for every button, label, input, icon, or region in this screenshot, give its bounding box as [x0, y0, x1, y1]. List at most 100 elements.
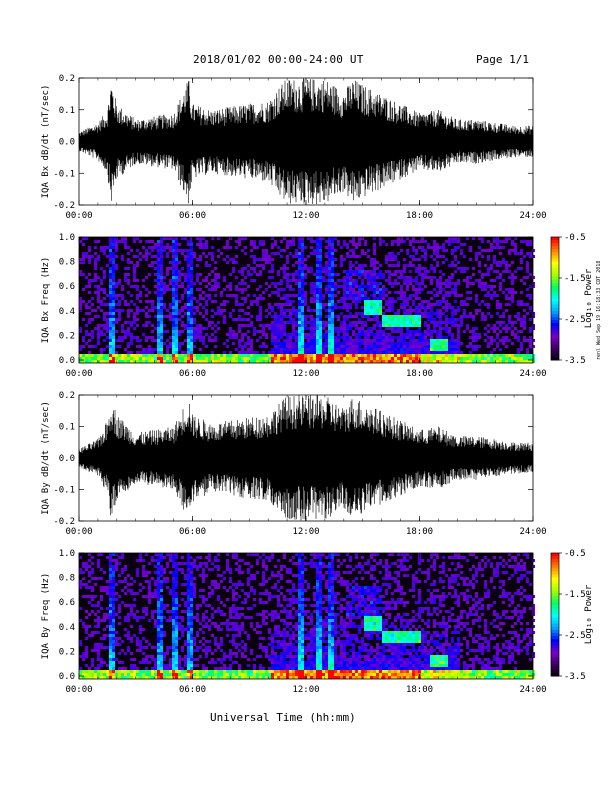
chart-panel-3: 0.2 0.1 0.0 -0.1 -0.200:00 06:00 12:00 18:00 24:…	[41, 391, 547, 537]
colorbar-segment	[551, 672, 559, 677]
colorbar-segment	[551, 295, 559, 299]
colorbar-segment	[551, 639, 559, 643]
colorbar-segment	[551, 335, 559, 339]
colorbar-frame	[550, 552, 560, 677]
chart-panel-4: -0.5 -1.5 -2.5 -3.5 Log₁₀ Power 1.0 0.8 0.6 0.4 0…	[41, 549, 594, 695]
colorbar-segment	[551, 283, 559, 287]
colorbar-segment	[551, 264, 559, 269]
y-tick-label: -0.1	[53, 169, 75, 179]
chart-panel-2: -0.5 -1.5 -2.5 -3.5 Log₁₀ Power 1.0 0.8 0.6 0.4 0…	[41, 233, 594, 379]
colorbar-segment	[551, 568, 559, 572]
colorbar-segment	[551, 636, 559, 640]
y-tick-label: 0.2	[59, 647, 75, 657]
colorbar-frame	[550, 236, 560, 361]
plot-title: 2018/01/02 00:00-24:00 UT	[193, 53, 364, 66]
colorbar-segment	[551, 623, 559, 628]
colorbar-tick-label: -2.5	[564, 315, 586, 325]
y-tick-label: 0.1	[59, 106, 75, 116]
colorbar-segment	[551, 553, 559, 557]
x-tick-label: 24:00	[519, 527, 546, 537]
page-number: Page 1/1	[476, 53, 529, 66]
colorbar-segment	[551, 559, 559, 563]
colorbar-segment	[551, 243, 559, 247]
colorbar-segment	[551, 289, 559, 293]
y-axis-label: IQA Bx Freq (Hz)	[41, 257, 51, 344]
colorbar-tick-label: -0.5	[564, 233, 586, 243]
colorbar-segment	[551, 301, 559, 306]
x-tick-label: 06:00	[179, 369, 206, 379]
waveform-trace	[78, 78, 534, 205]
colorbar-segment	[551, 261, 559, 266]
y-tick-label: 0.8	[59, 574, 75, 584]
colorbar-tick-label: -1.5	[564, 590, 586, 600]
x-tick-label: 06:00	[179, 527, 206, 537]
colorbar-segment	[551, 353, 559, 358]
x-tick-label: 12:00	[292, 527, 319, 537]
colorbar-segment	[551, 329, 559, 333]
colorbar-segment	[551, 350, 559, 355]
colorbar-segment	[551, 663, 559, 668]
x-tick-label: 00:00	[65, 527, 92, 537]
colorbar-segment	[551, 562, 559, 566]
x-tick-label: 00:00	[65, 211, 92, 221]
colorbar-segment	[551, 571, 559, 576]
colorbar-segment	[551, 617, 559, 622]
colorbar-segment	[551, 645, 559, 649]
y-tick-label: 0.0	[59, 138, 75, 148]
colorbar-segment	[551, 602, 559, 606]
colorbar: -0.5 -1.5 -2.5 -3.5 Log₁₀ Power	[550, 233, 594, 366]
colorbar-segment	[551, 237, 559, 241]
colorbar-segment	[551, 246, 559, 250]
y-tick-label: 0.1	[59, 423, 75, 433]
colorbar-segment	[551, 657, 559, 662]
colorbar-segment	[551, 338, 559, 343]
x-tick-label: 24:00	[519, 211, 546, 221]
y-tick-label: 0.0	[59, 356, 75, 366]
colorbar-segment	[551, 577, 559, 582]
colorbar-segment	[551, 240, 559, 244]
y-tick-label: -0.2	[53, 201, 75, 211]
x-tick-label: 00:00	[65, 369, 92, 379]
colorbar-segment	[551, 583, 559, 588]
colorbar-segment	[551, 280, 559, 284]
y-tick-label: 0.4	[59, 623, 75, 633]
colorbar-segment	[551, 307, 559, 312]
colorbar-segment	[551, 298, 559, 303]
colorbar-segment	[551, 629, 559, 634]
y-tick-label: 0.4	[59, 307, 75, 317]
colorbar-segment	[551, 605, 559, 609]
colorbar-segment	[551, 356, 559, 361]
colorbar-segment	[551, 648, 559, 652]
x-tick-label: 24:00	[519, 369, 546, 379]
x-tick-label: 12:00	[292, 369, 319, 379]
colorbar-label: Log₁₀ Power	[584, 268, 594, 328]
colorbar-segment	[551, 316, 559, 321]
colorbar-segment	[551, 258, 559, 263]
colorbar-segment	[551, 326, 559, 330]
x-tick-label: 12:00	[292, 211, 319, 221]
colorbar-segment	[551, 249, 559, 253]
colorbar-segment	[551, 292, 559, 296]
colorbar-segment	[551, 347, 559, 352]
colorbar-segment	[551, 565, 559, 569]
colorbar-segment	[551, 632, 559, 637]
colorbar-segment	[551, 313, 559, 318]
generation-stamp: renl Wed Sep 19 16:18:33 CDT 2018	[596, 260, 602, 360]
colorbar-segment	[551, 592, 559, 597]
colorbar-segment	[551, 660, 559, 665]
colorbar-segment	[551, 332, 559, 336]
x-tick-label: 12:00	[292, 685, 319, 695]
y-tick-label: 1.0	[59, 233, 75, 243]
y-axis-label: IQA Bx dB/dt (nT/sec)	[41, 85, 51, 199]
colorbar-segment	[551, 310, 559, 315]
colorbar-segment	[551, 651, 559, 655]
colorbar-segment	[551, 276, 559, 281]
colorbar-segment	[551, 596, 559, 600]
colorbar-segment	[551, 654, 559, 659]
colorbar-segment	[551, 273, 559, 278]
colorbar-tick-label: -3.5	[564, 356, 586, 366]
y-axis-label: IQA By dB/dt (nT/sec)	[41, 401, 51, 515]
y-tick-label: 0.6	[59, 598, 75, 608]
colorbar-segment	[551, 574, 559, 579]
spectrogram-cells	[79, 237, 535, 363]
